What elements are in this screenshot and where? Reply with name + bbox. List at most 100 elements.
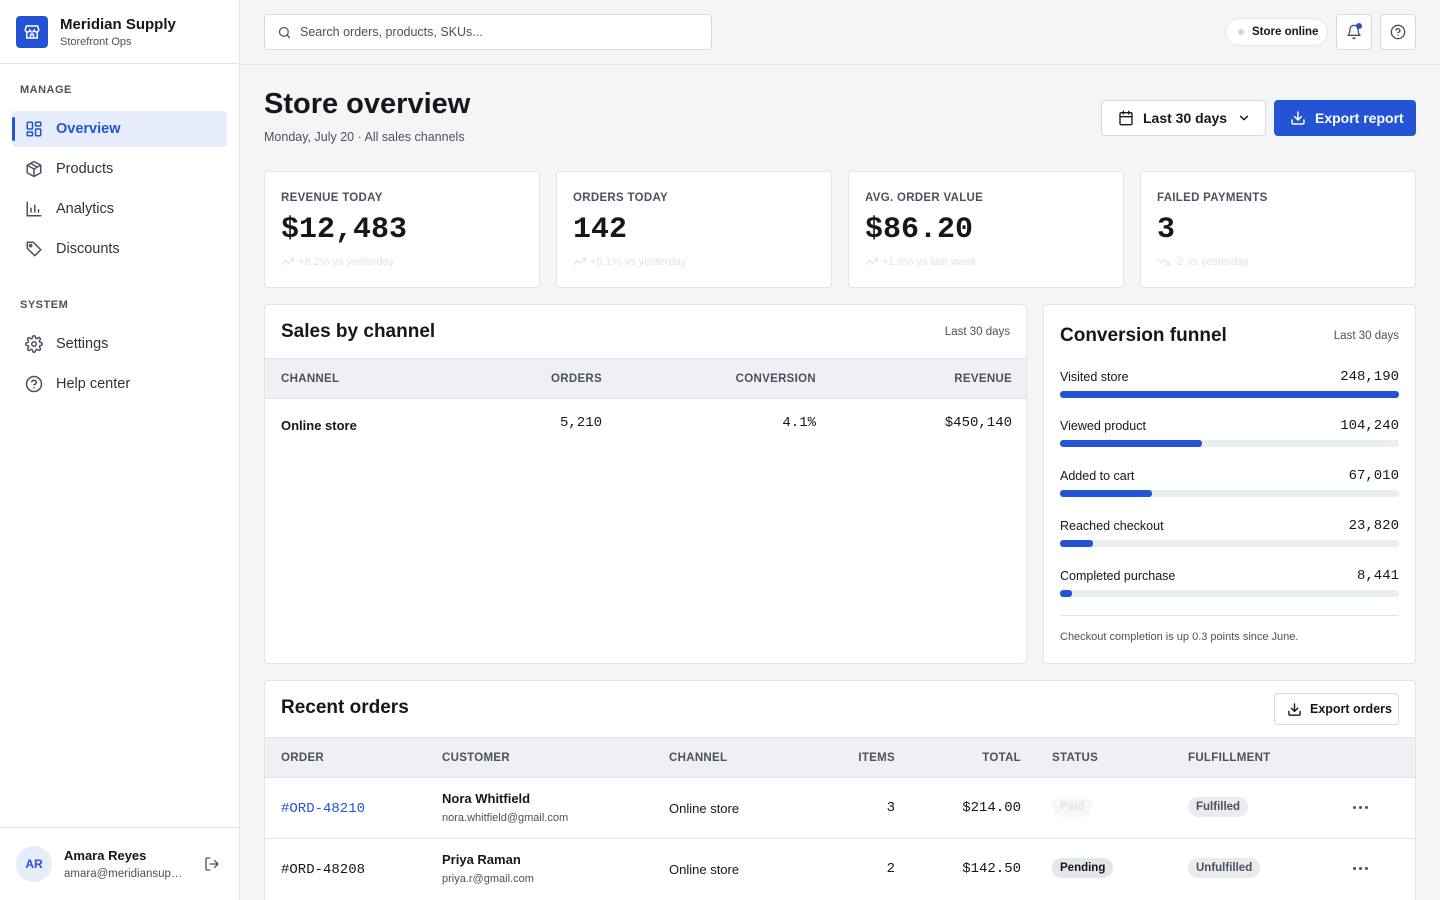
date-range-label: Last 30 days: [1143, 110, 1228, 126]
store-status-badge: Store online: [1225, 18, 1328, 46]
avatar[interactable]: AR: [16, 846, 52, 882]
column-header: REVENUE: [954, 373, 1012, 385]
kpi-delta-text: +8.2% vs yesterday: [298, 255, 395, 268]
column-header: CHANNEL: [281, 373, 340, 385]
notifications-button[interactable]: [1336, 14, 1372, 50]
sidebar-item-discounts[interactable]: Discounts: [12, 231, 227, 267]
kpi-label: AVG. ORDER VALUE: [865, 192, 984, 204]
search-box[interactable]: [264, 14, 712, 50]
brand: Meridian Supply Storefront Ops: [0, 0, 239, 64]
more-actions-icon[interactable]: [1353, 867, 1368, 870]
user-name: Amara Reyes: [64, 848, 147, 863]
tag-icon: [24, 239, 44, 259]
funnel-step-label: Viewed product: [1060, 419, 1146, 433]
export-report-button[interactable]: Export report: [1274, 100, 1416, 136]
status-badge-label: Paid: [1052, 797, 1093, 817]
sidebar-item-help-center[interactable]: Help center: [12, 366, 227, 402]
funnel-step: Reached checkout 23,820: [1060, 518, 1399, 547]
funnel-step-value: 104,240: [1340, 418, 1399, 434]
export-report-label: Export report: [1315, 110, 1404, 126]
channel-name: Online store: [281, 418, 357, 433]
table-row[interactable]: Online store 5,210 4.1% $450,140: [265, 399, 1026, 449]
order-channel: Online store: [669, 862, 740, 877]
sidebar-item-analytics[interactable]: Analytics: [12, 191, 227, 227]
kpi-delta: +1.9% vs last week: [865, 255, 1107, 268]
user-profile: AR Amara Reyes amara@meridiansupply.com: [0, 827, 239, 900]
funnel-bar-fill: [1060, 590, 1072, 597]
sidebar-item-label: Discounts: [56, 241, 120, 257]
funnel-bar-fill: [1060, 391, 1399, 398]
kpi-value: 3: [1157, 213, 1176, 247]
funnel-bar-fill: [1060, 540, 1093, 547]
customer-name: Priya Raman: [442, 852, 521, 867]
column-header: FULFILLMENT: [1188, 752, 1271, 764]
trend-up-icon: [573, 255, 586, 268]
notification-dot: [1356, 23, 1362, 29]
column-header: CUSTOMER: [442, 752, 510, 764]
export-orders-label: Export orders: [1310, 702, 1392, 716]
divider: [1060, 615, 1399, 616]
channel-orders: 5,210: [559, 415, 602, 431]
order-id-link[interactable]: #ORD-48208: [281, 862, 366, 878]
user-email: amara@meridiansupply.com: [64, 868, 184, 880]
funnel-step-value: 8,441: [1356, 568, 1399, 584]
bar-chart-icon: [24, 199, 44, 219]
customer-cell: Priya Raman priya.r@gmail.com: [442, 852, 534, 885]
topbar: Store online: [240, 0, 1440, 65]
order-items: 2: [886, 861, 895, 877]
sidebar-item-overview[interactable]: Overview: [12, 111, 227, 147]
sidebar: Meridian Supply Storefront Ops MANAGE Ov…: [0, 0, 240, 900]
export-orders-button[interactable]: Export orders: [1274, 693, 1399, 725]
funnel-step: Added to cart 67,010: [1060, 468, 1399, 497]
kpi-label: FAILED PAYMENTS: [1157, 192, 1268, 204]
date-range-dropdown[interactable]: Last 30 days: [1101, 100, 1266, 136]
kpi-card-failed-payments: FAILED PAYMENTS 3 -2 vs yesterday: [1140, 171, 1416, 288]
funnel-bar-track: [1060, 391, 1399, 398]
help-button[interactable]: [1380, 14, 1416, 50]
kpi-delta-text: +1.9% vs last week: [882, 255, 977, 268]
search-input[interactable]: [300, 25, 700, 39]
box-icon: [24, 159, 44, 179]
bell-icon: [1346, 24, 1362, 40]
brand-subtitle: Storefront Ops: [60, 35, 132, 48]
fulfillment-badge: Unfulfilled: [1188, 858, 1261, 878]
payment-status-badge: Paid: [1052, 797, 1093, 817]
kpi-delta-text: +5.1% vs yesterday: [590, 255, 687, 268]
nav-section-manage: MANAGE: [20, 84, 72, 96]
panel-meta: Last 30 days: [944, 326, 1010, 338]
kpi-value: 142: [573, 213, 628, 247]
sidebar-item-label: Help center: [56, 376, 131, 392]
kpi-delta-text: -2 vs yesterday: [1174, 255, 1249, 268]
funnel-bar-track: [1060, 590, 1399, 597]
more-actions-icon[interactable]: [1353, 806, 1368, 809]
sidebar-item-label: Products: [56, 161, 114, 177]
page-subtitle: Monday, July 20 · All sales channels: [264, 130, 465, 144]
panel-title: Conversion funnel: [1060, 325, 1227, 346]
kpi-card-revenue: REVENUE TODAY $12,483 +8.2% vs yesterday: [264, 171, 540, 288]
brand-name: Meridian Supply: [60, 15, 176, 33]
status-dot: [1238, 29, 1244, 35]
customer-cell: Nora Whitfield nora.whitfield@gmail.com: [442, 791, 568, 824]
funnel-bar-fill: [1060, 490, 1152, 497]
kpi-label: ORDERS TODAY: [573, 192, 668, 204]
funnel-step-label: Visited store: [1060, 370, 1129, 384]
panel-meta: Last 30 days: [1333, 330, 1399, 342]
order-total: $214.00: [962, 800, 1021, 816]
sidebar-item-products[interactable]: Products: [12, 151, 227, 187]
sidebar-item-settings[interactable]: Settings: [12, 326, 227, 362]
order-id-link[interactable]: #ORD-48210: [281, 801, 366, 817]
logout-icon[interactable]: [202, 854, 222, 874]
funnel-note: Checkout completion is up 0.3 points sin…: [1060, 631, 1299, 643]
status-badge-label: Pending: [1052, 858, 1114, 878]
help-circle-icon: [1390, 24, 1406, 40]
funnel-step-label: Added to cart: [1060, 469, 1135, 483]
help-circle-icon: [24, 374, 44, 394]
table-row[interactable]: #ORD-48210 Nora Whitfield nora.whitfield…: [265, 778, 1415, 839]
chevron-down-icon: [1237, 111, 1251, 125]
table-row[interactable]: #ORD-48208 Priya Raman priya.r@gmail.com…: [265, 839, 1415, 900]
panel-title: Recent orders: [281, 697, 409, 718]
download-icon: [1290, 110, 1306, 126]
page-title: Store overview: [264, 88, 471, 120]
fulfillment-badge-label: Fulfilled: [1188, 797, 1249, 817]
kpi-delta: -2 vs yesterday: [1157, 255, 1399, 268]
